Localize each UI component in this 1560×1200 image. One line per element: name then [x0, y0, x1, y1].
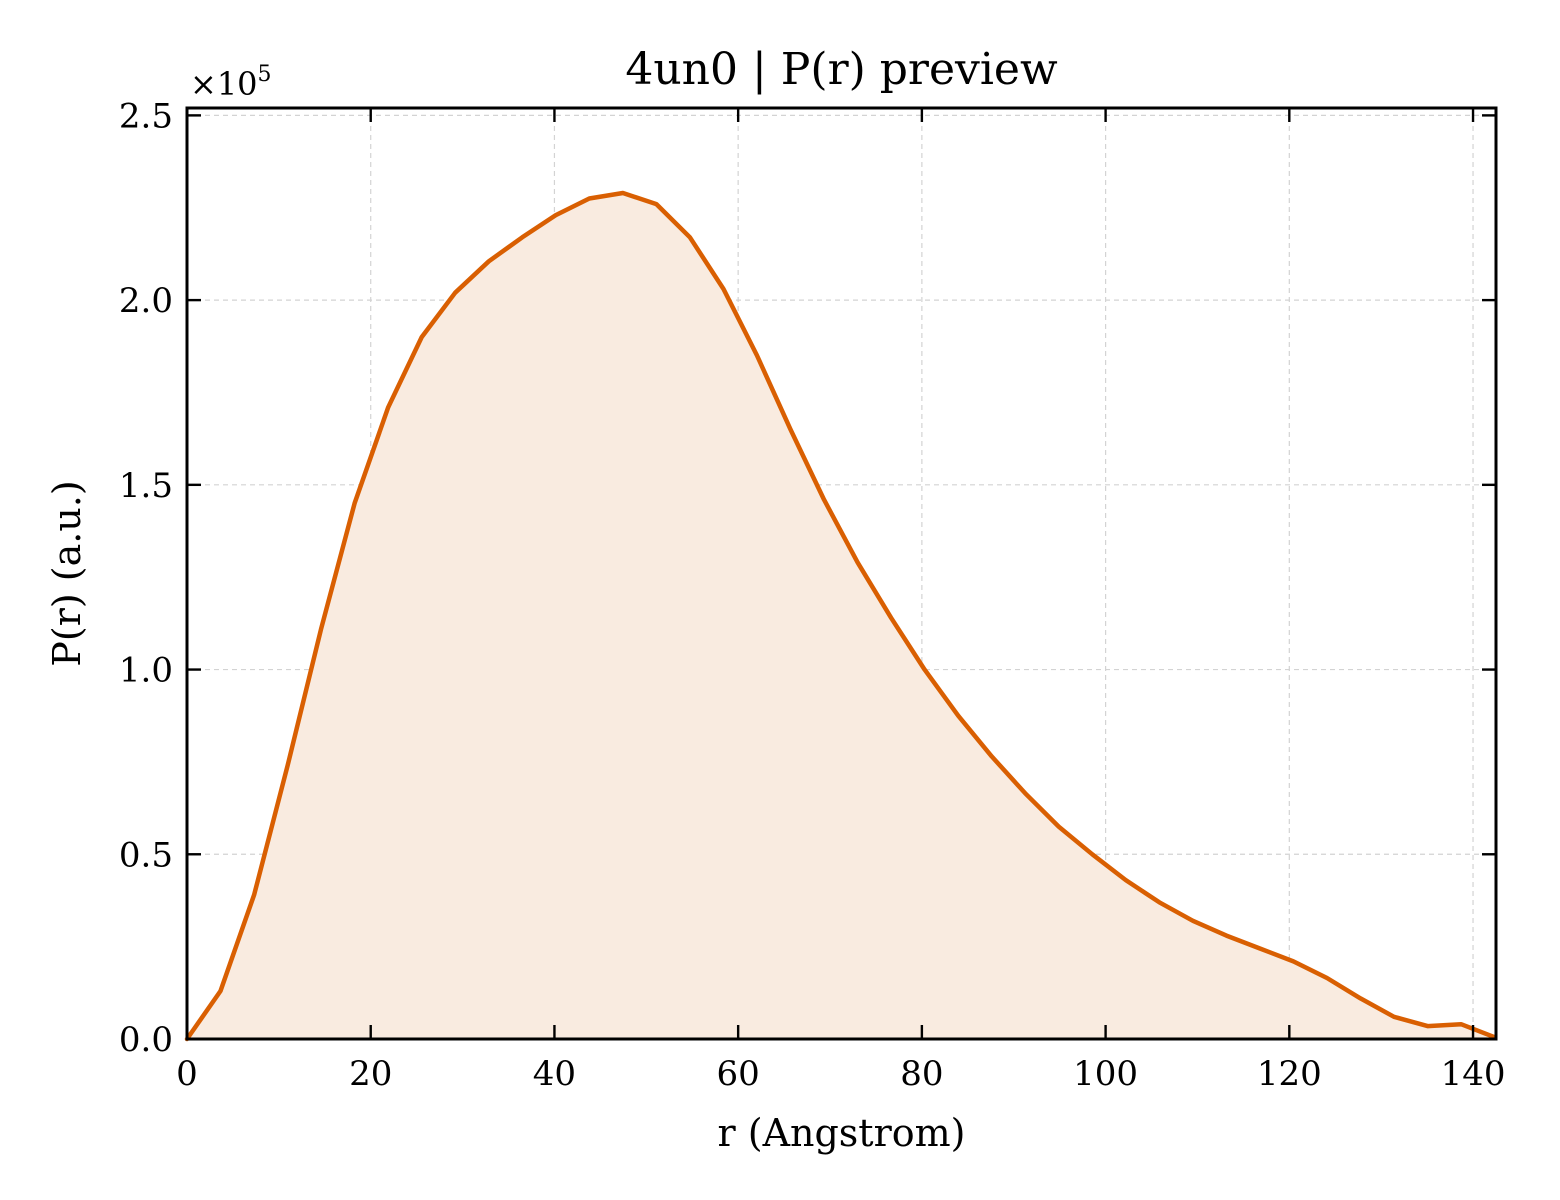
x-axis-ticks: 0 20 40 60 80 100 120 140: [176, 108, 1505, 1094]
x-tick-label: 40: [533, 1054, 576, 1094]
x-tick-label: 140: [1441, 1054, 1506, 1094]
x-tick-label: 100: [1073, 1054, 1138, 1094]
x-axis-label: r (Angstrom): [718, 1111, 966, 1155]
y-tick-label: 0.5: [119, 835, 173, 875]
y-tick-label: 1.0: [119, 651, 173, 691]
x-tick-label: 80: [900, 1054, 943, 1094]
x-tick-label: 0: [176, 1054, 198, 1094]
chart-title: 4un0 | P(r) preview: [625, 44, 1058, 95]
y-tick-label: 2.0: [119, 281, 173, 321]
pr-series-line: [184, 190, 1497, 1042]
y-tick-label: 1.5: [119, 466, 173, 506]
x-tick-label: 20: [349, 1054, 392, 1094]
plot-frame: [185, 106, 1498, 1041]
y-offset-exponent: 5: [258, 62, 272, 87]
y-axis-offset-label: ×105: [190, 62, 272, 103]
x-tick-label: 120: [1257, 1054, 1322, 1094]
y-tick-label: 2.5: [119, 96, 173, 136]
y-axis-ticks: 0.0 0.5 1.0 1.5 2.0 2.5: [119, 96, 1496, 1060]
x-tick-label: 60: [717, 1054, 760, 1094]
y-tick-label: 0.0: [119, 1020, 173, 1060]
y-offset-base: ×10: [190, 65, 258, 103]
y-axis-label: P(r) (a.u.): [45, 480, 89, 666]
pr-area-fill: [187, 193, 1495, 1039]
